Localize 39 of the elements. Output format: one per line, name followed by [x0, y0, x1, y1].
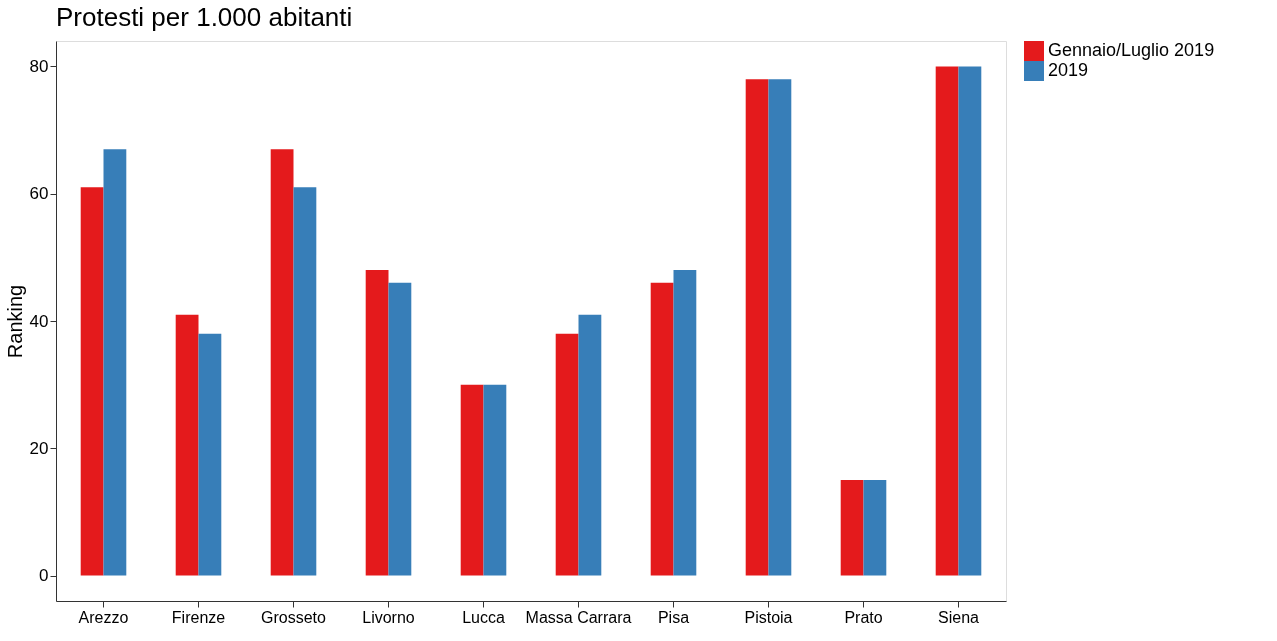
x-tick-label: Pisa — [657, 608, 690, 626]
y-axis-title: Ranking — [3, 284, 26, 359]
legend-label: Gennaio/Luglio 2019 — [1048, 40, 1215, 60]
bar — [80, 187, 104, 576]
x-tick-label: Pistoia — [744, 608, 793, 626]
bar — [673, 270, 697, 576]
y-tick-label: 80 — [29, 56, 49, 76]
bar — [650, 282, 674, 576]
x-tick-label: Prato — [844, 608, 883, 626]
y-tick-label: 20 — [29, 438, 49, 458]
x-tick-label: Livorno — [362, 608, 415, 626]
bar — [483, 384, 507, 576]
legend-label: 2019 — [1048, 60, 1089, 80]
y-tick-label: 40 — [29, 311, 49, 331]
bar — [198, 333, 222, 576]
x-tick-label: Massa Carrara — [525, 608, 632, 626]
x-tick-label: Siena — [938, 608, 980, 626]
x-tick-label: Grosseto — [261, 608, 327, 626]
bar — [768, 79, 792, 576]
bar — [935, 66, 959, 576]
bar — [270, 149, 294, 576]
bar — [863, 480, 887, 576]
bar — [460, 384, 484, 576]
bar — [555, 333, 579, 576]
bar — [293, 187, 317, 576]
bar — [175, 314, 199, 576]
bar — [745, 79, 769, 576]
bar — [958, 66, 982, 576]
bar — [840, 480, 864, 576]
chart-title: Protesti per 1.000 abitanti — [56, 2, 353, 32]
y-tick-label: 60 — [29, 184, 49, 204]
y-tick-label: 0 — [39, 566, 49, 586]
bar — [365, 270, 389, 576]
bar — [103, 149, 127, 576]
x-tick-label: Firenze — [171, 608, 226, 626]
bar — [388, 282, 412, 576]
x-tick-label: Lucca — [462, 608, 505, 626]
x-tick-label: Arezzo — [78, 608, 129, 626]
bar — [578, 314, 602, 576]
